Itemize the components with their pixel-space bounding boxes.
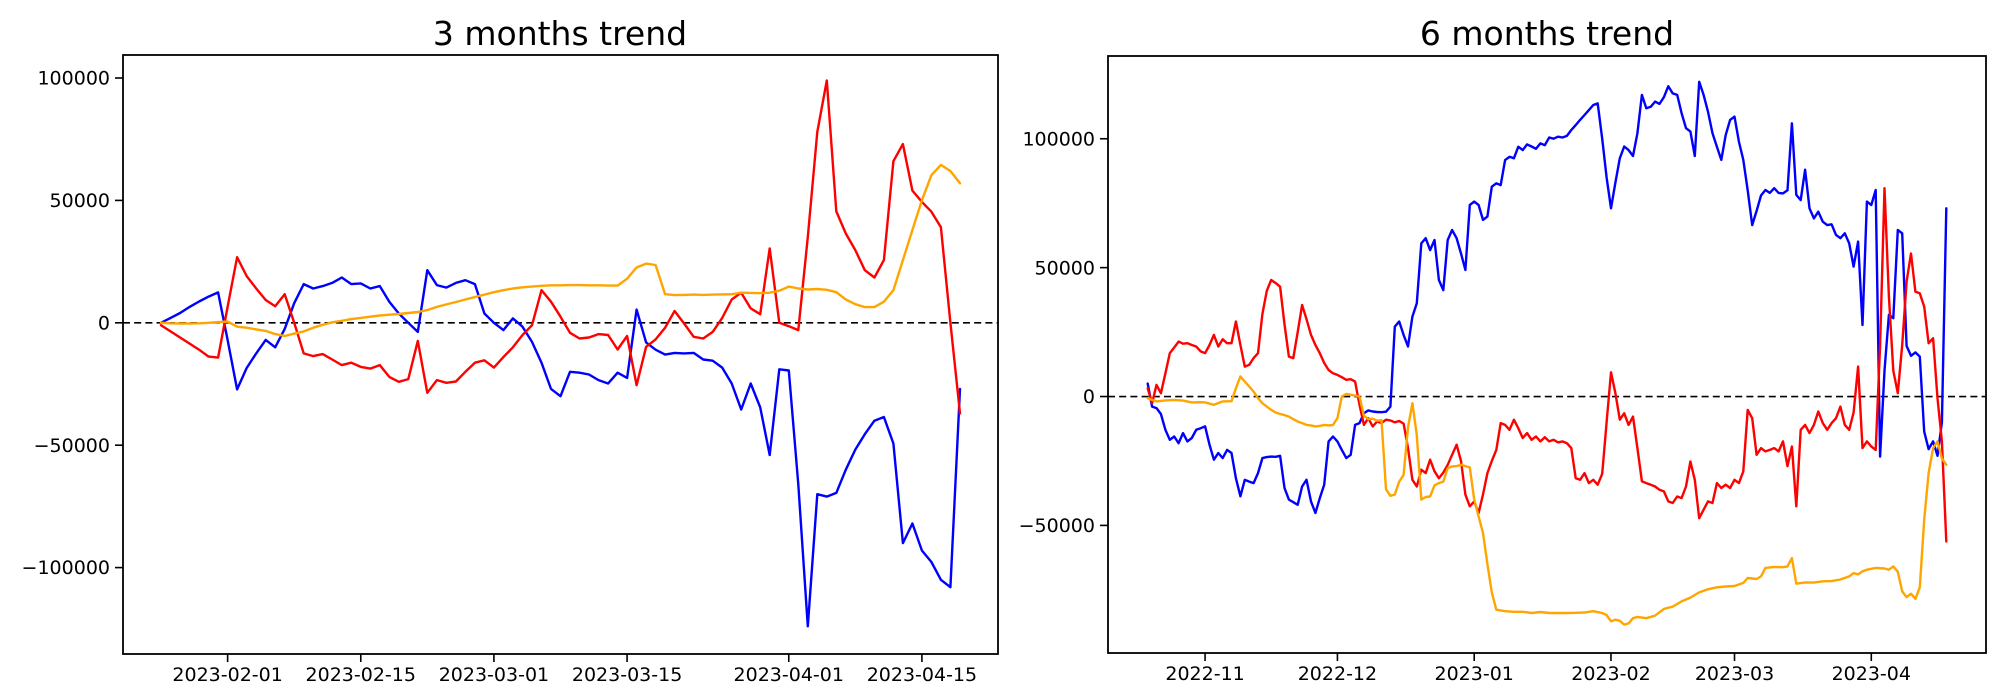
y-tick-label: 0 (1083, 386, 1095, 408)
chart-3-months-trend: 100000 50000 0 −50000 −100000 2023-02-01 2023-… (22, 54, 999, 686)
y-tick-label: −50000 (1019, 515, 1095, 537)
chart-title-6-months-trend: 6 months trend (1420, 14, 1674, 53)
y-tick-label: 50000 (50, 190, 110, 212)
x-tick-label: 2023-02-15 (306, 664, 416, 686)
y-tick-label: −50000 (34, 435, 110, 457)
chart-title-3-months-trend: 3 months trend (433, 14, 687, 53)
x-tick-label: 2023-04 (1832, 663, 1911, 685)
x-tick-label: 2023-01 (1435, 663, 1514, 685)
chart-6-months-trend: 100000 50000 0 −50000 2022-11 2022-12 2023-01 2… (1019, 55, 1987, 685)
x-tick-label: 2023-02-01 (172, 664, 282, 686)
y-tick-label: 100000 (37, 68, 110, 90)
x-tick-label: 2023-02 (1571, 663, 1650, 685)
plot-box (122, 54, 999, 655)
x-tick-label: 2023-03-15 (572, 664, 682, 686)
x-tick-label: 2023-03 (1695, 663, 1774, 685)
y-tick-label: 50000 (1035, 257, 1095, 279)
y-tick-label: 0 (98, 312, 110, 334)
orange-series-line (159, 163, 962, 338)
blue-series-line (1146, 80, 1948, 515)
y-tick-label: −100000 (22, 557, 110, 579)
blue-series-line (159, 269, 962, 628)
red-series-line (159, 79, 962, 415)
x-tick-label: 2023-04-15 (867, 664, 977, 686)
x-tick-label: 2023-04-01 (734, 664, 844, 686)
orange-series-line (1146, 375, 1948, 626)
x-tick-label: 2023-03-01 (439, 664, 549, 686)
plot-areas: 100000 50000 0 −50000 −100000 2023-02-01 2023-… (22, 54, 1987, 686)
x-tick-label: 2022-12 (1298, 663, 1377, 685)
y-tick-label: 100000 (1022, 128, 1095, 150)
plot-box (1107, 55, 1987, 654)
x-tick-label: 2022-11 (1165, 663, 1244, 685)
red-series-line (1146, 186, 1948, 543)
